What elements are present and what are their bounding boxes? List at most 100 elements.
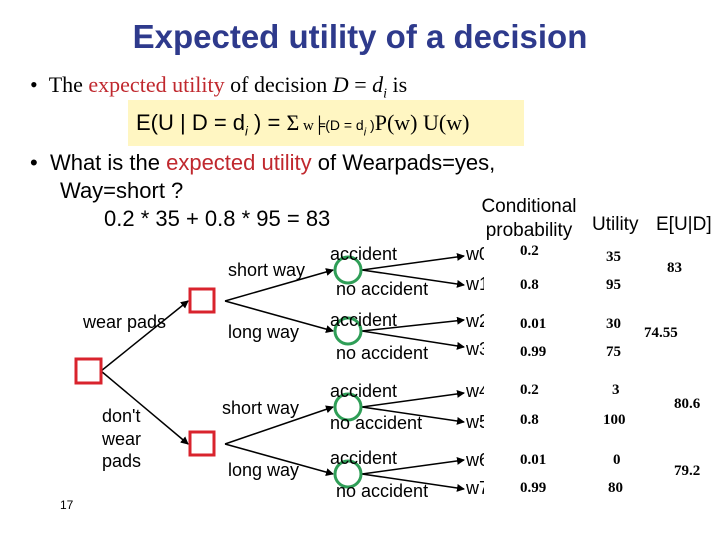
prob-w6: 0.01 — [520, 452, 547, 468]
slide-title: Expected utility of a decision — [132, 18, 588, 55]
way-label-3: short way — [222, 398, 300, 418]
formula-w: w — [299, 118, 314, 134]
bullet1-term: expected utility — [88, 72, 225, 97]
formula-condition-close: ) — [366, 117, 375, 133]
eu-wear-pads-short: 83 — [667, 260, 682, 276]
chance-node-3 — [333, 392, 363, 422]
prob-w7: 0.99 — [520, 480, 547, 496]
branch-outcome-w5 — [361, 406, 465, 425]
world-label-w2: w2 — [466, 311, 490, 331]
utility-w5: 100 — [603, 412, 626, 428]
formula-highlight — [128, 100, 524, 146]
sigma-symbol: Σ — [286, 110, 300, 135]
branch-outcome-w3 — [361, 330, 465, 350]
world-label-w0: w0 — [466, 244, 490, 264]
branch-outcome-w1 — [361, 269, 465, 288]
formula-sub-i: i — [245, 123, 248, 139]
chance-node-2 — [333, 316, 363, 346]
world-label-w4: w4 — [466, 381, 490, 401]
branch-outcome-w7 — [361, 473, 465, 492]
utility-w0: 35 — [606, 249, 621, 265]
outcome-label-1: no accident — [336, 279, 429, 299]
bullet-dot: • — [30, 72, 49, 97]
prob-w0: 0.2 — [520, 243, 539, 259]
prob-w5: 0.8 — [520, 412, 539, 428]
utility-w7: 80 — [608, 480, 623, 496]
branch-outcome-w0 — [361, 252, 465, 271]
world-label-w7: w7 — [466, 478, 490, 498]
decision-node-dont-wear-pads — [188, 430, 216, 457]
utility-w2: 30 — [606, 316, 621, 332]
world-label-w6: w6 — [466, 450, 490, 470]
root-label-wear: wear — [102, 429, 142, 449]
header-conditional: Conditional — [481, 196, 577, 217]
bullet1-middle: of decision — [224, 72, 333, 97]
root-label-wear-pads: wear pads — [83, 312, 167, 332]
bullet1-suffix: is — [387, 72, 408, 97]
utility-w1: 95 — [606, 277, 621, 293]
branch-long-way-1 — [224, 300, 334, 333]
world-label-w1: w1 — [466, 274, 490, 294]
utility-w6: 0 — [613, 452, 621, 468]
formula-condition-sub: i — [363, 126, 367, 139]
question-line2: Way=short ? — [60, 178, 184, 203]
way-label-1: short way — [228, 260, 306, 280]
branch-wear-pads — [100, 300, 189, 372]
decision-node-wear-pads — [188, 287, 216, 314]
eu-wear-pads-long: 74.55 — [644, 325, 678, 341]
bullet-dot: • — [30, 150, 50, 175]
branch-long-way-2 — [224, 443, 334, 476]
way-label-2: long way — [228, 322, 300, 342]
branch-dont-wear-pads — [100, 370, 189, 445]
outcome-label-4: accident — [330, 381, 398, 401]
page-number: 17 — [60, 498, 74, 512]
utility-w4: 3 — [612, 382, 620, 398]
root-label-dont: don't — [102, 406, 141, 426]
outcome-label-7: no accident — [336, 481, 429, 501]
header-utility: Utility — [592, 214, 639, 235]
bullet1-eq: = — [348, 72, 373, 97]
formula-close: ) = — [247, 110, 287, 135]
table-panel — [484, 240, 720, 510]
eu-no-pads-long: 79.2 — [674, 463, 701, 479]
header-probability: probability — [485, 220, 573, 241]
bullet2-term: expected utility — [166, 150, 312, 175]
formula-lhs: E(U | D = d — [136, 110, 246, 135]
utility-w3: 75 — [606, 344, 621, 360]
world-label-w5: w5 — [466, 412, 490, 432]
chance-node-4 — [333, 459, 363, 489]
bullet1-prefix: The — [48, 72, 89, 97]
prob-w1: 0.8 — [520, 277, 539, 293]
bullet2-prefix: What is the — [49, 150, 167, 175]
branch-short-way-2 — [224, 405, 334, 445]
bullet2-suffix: of Wearpads=yes, — [311, 150, 496, 175]
outcome-label-6: accident — [330, 448, 398, 468]
formula-condition: (D = d — [325, 117, 364, 133]
prob-w3: 0.99 — [520, 344, 547, 360]
var-d: d — [372, 72, 384, 97]
calculation: 0.2 * 35 + 0.8 * 95 = 83 — [104, 206, 331, 231]
way-label-4: long way — [228, 460, 300, 480]
outcome-label-0: accident — [330, 244, 398, 264]
var-d-subscript: i — [383, 86, 387, 102]
branch-outcome-w4 — [361, 389, 465, 408]
var-D: D — [332, 72, 349, 97]
bullet-question: • What is the expected utility of Wearpa… — [30, 150, 495, 176]
branch-short-way-1 — [224, 268, 334, 302]
models-symbol: ╞ — [313, 117, 326, 134]
outcome-label-2: accident — [330, 310, 398, 330]
outcome-label-5: no accident — [330, 413, 423, 433]
formula-rhs: P(w) U(w) — [374, 110, 470, 135]
branch-outcome-w2 — [361, 316, 465, 332]
outcome-label-3: no accident — [336, 343, 429, 363]
chance-node-1 — [333, 255, 363, 285]
expected-utility-formula: E(U | D = di ) = Σ w╞(D = di )P(w) U(w) — [136, 110, 469, 138]
branch-outcome-w6 — [361, 456, 465, 475]
root-label-pads: pads — [102, 451, 142, 471]
prob-w4: 0.2 — [520, 382, 539, 398]
world-label-w3: w3 — [466, 339, 490, 359]
prob-w2: 0.01 — [520, 316, 547, 332]
eu-no-pads-short: 80.6 — [674, 396, 701, 412]
header-expected-utility: E[U|D] — [656, 214, 712, 235]
